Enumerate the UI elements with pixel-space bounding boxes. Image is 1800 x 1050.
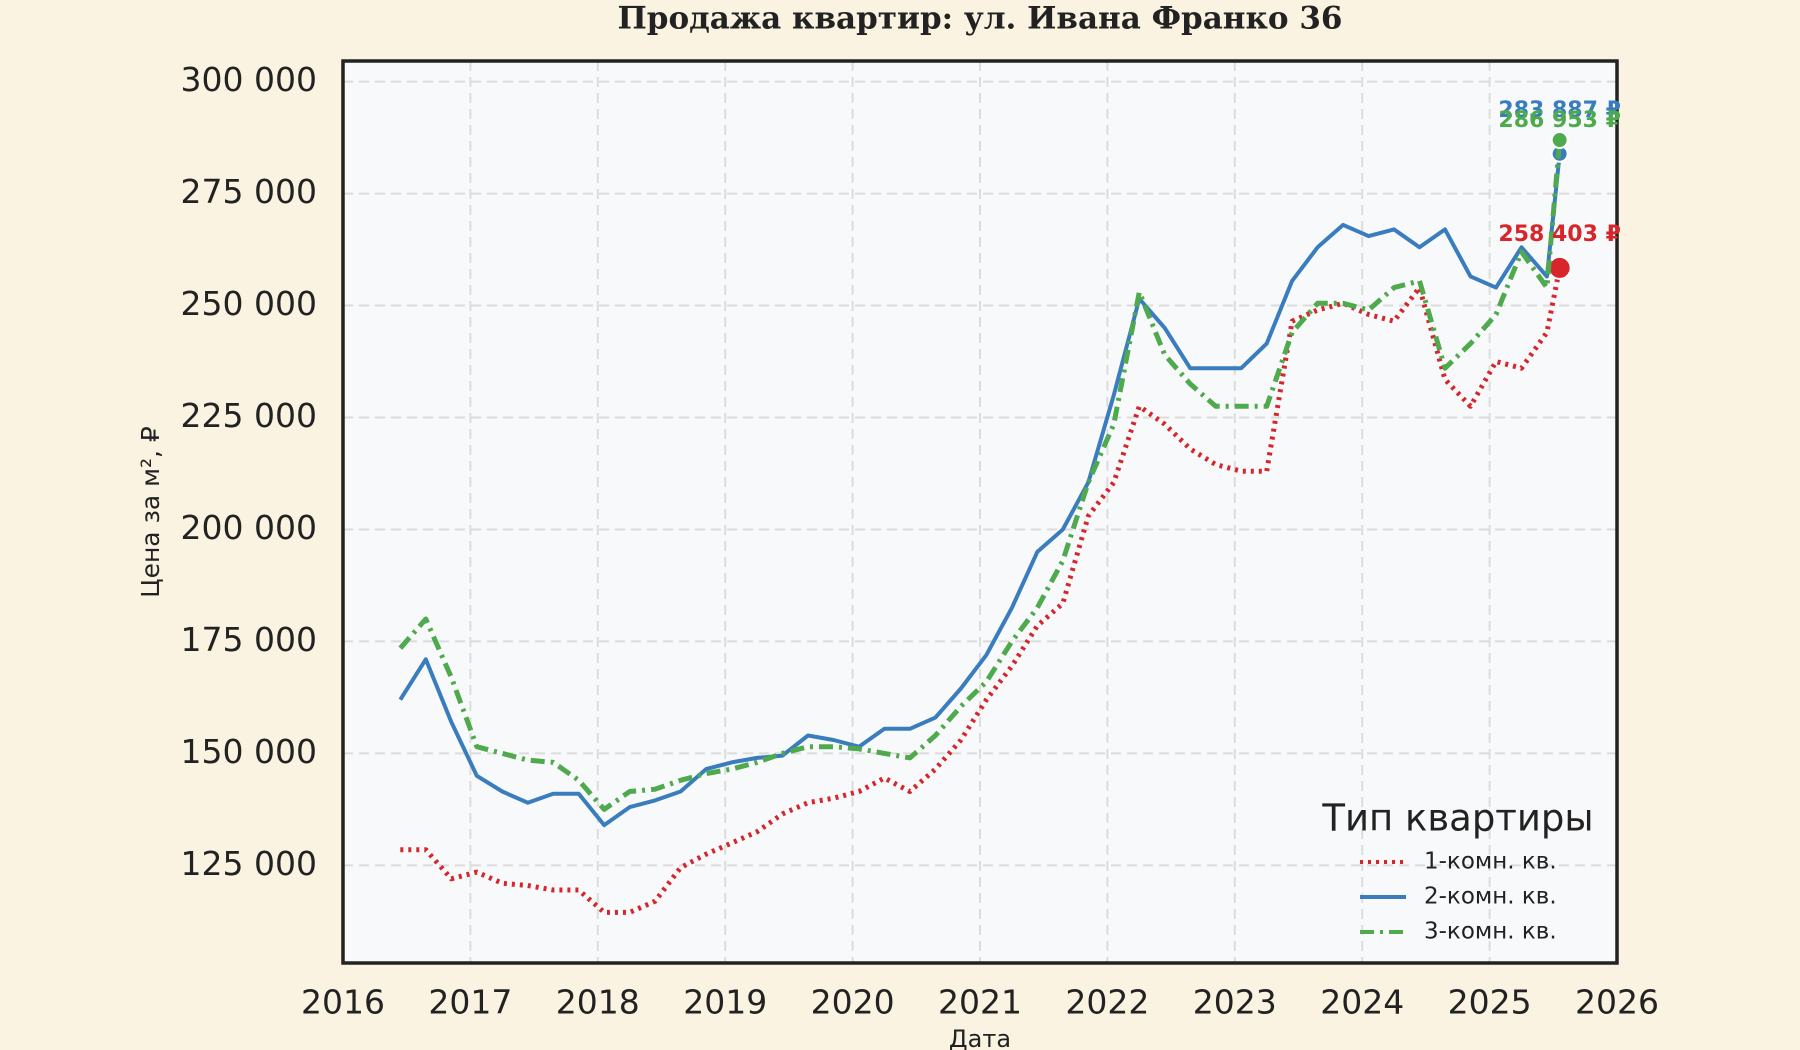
x-tick-label: 2018	[556, 983, 640, 1022]
legend: Тип квартиры 1-комн. кв. 2-комн. кв. 3-ком…	[1321, 797, 1593, 945]
plot-frame	[341, 59, 1619, 965]
x-tick-label: 2016	[301, 983, 385, 1022]
legend-label: 1-комн. кв.	[1424, 849, 1557, 875]
series-line	[398, 153, 1562, 828]
end-label: 258 403 ₽	[1498, 222, 1620, 247]
end-label: 286 953 ₽	[1498, 108, 1620, 133]
chart-title: Продажа квартир: ул. Ивана Франко 36	[618, 1, 1343, 37]
y-tick-label: 275 000	[181, 172, 317, 211]
end-label: 283 887 ₽	[1498, 98, 1620, 123]
x-tick-label: 2022	[1065, 983, 1149, 1022]
y-tick-label: 150 000	[181, 732, 317, 771]
x-axis-label: Дата	[949, 1025, 1011, 1050]
y-tick-label: 200 000	[181, 508, 317, 547]
x-tick-label: 2025	[1448, 983, 1532, 1022]
end-marker	[1550, 131, 1569, 150]
y-tick-label: 125 000	[181, 844, 317, 883]
end-marker	[1547, 255, 1572, 280]
series-line	[398, 139, 1563, 812]
series-line	[400, 267, 1563, 915]
x-tick-label: 2020	[811, 983, 895, 1022]
x-tick-label: 2023	[1193, 983, 1277, 1022]
x-tick-label: 2024	[1320, 983, 1404, 1022]
y-axis-label: Цена за м², ₽	[136, 426, 165, 598]
y-tick-label: 300 000	[181, 60, 317, 99]
y-tick-label: 250 000	[181, 284, 317, 323]
lines	[398, 131, 1572, 915]
legend-label: 3-комн. кв.	[1424, 919, 1557, 945]
x-tick-label: 2019	[683, 983, 767, 1022]
legend-label: 2-комн. кв.	[1424, 884, 1557, 910]
x-tick-label: 2026	[1575, 983, 1659, 1022]
legend-title: Тип квартиры	[1321, 797, 1593, 840]
y-tick-label: 175 000	[181, 620, 317, 659]
x-tick-label: 2021	[938, 983, 1022, 1022]
y-tick-label: 225 000	[181, 396, 317, 435]
x-tick-label: 2017	[428, 983, 512, 1022]
